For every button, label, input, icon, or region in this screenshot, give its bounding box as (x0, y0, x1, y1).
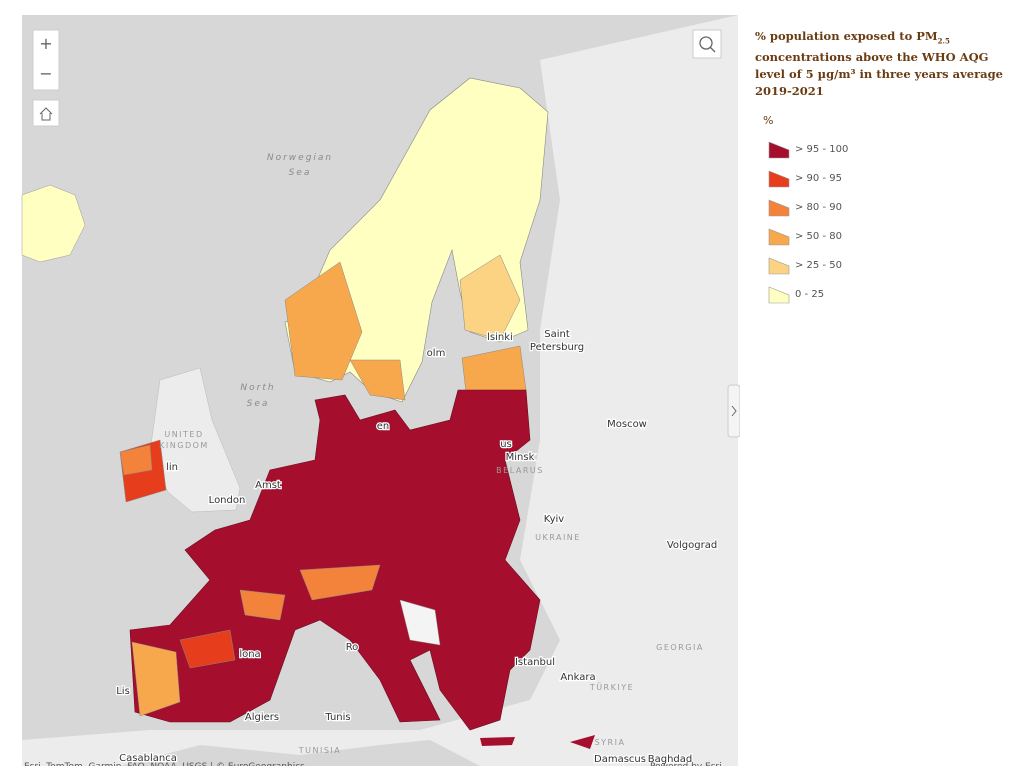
map-label: Petersburg (530, 342, 584, 353)
crete (480, 737, 515, 746)
map-label: Kyiv (544, 514, 565, 525)
legend-unit: % (763, 114, 774, 128)
map-label: TÜRKIYE (589, 682, 634, 692)
map-label: Ankara (560, 672, 595, 683)
attribution: Esri, TomTom, Garmin, FAO, NOAA, USGS | … (24, 762, 305, 766)
ireland (119, 444, 153, 476)
region-orange (349, 359, 406, 401)
powered-by: Powered by Esri (650, 762, 722, 766)
balkans-nodata (399, 599, 441, 646)
search-button[interactable] (692, 29, 722, 59)
search-icon (709, 46, 716, 53)
map-label: GEORGIA (656, 643, 704, 652)
legend-title: % population exposed to PM2.5 concentrat… (755, 28, 1020, 100)
map-label: Ro (346, 642, 359, 653)
map-label: Baghdad (648, 754, 693, 765)
collapse-button[interactable] (727, 384, 740, 438)
legend: % population exposed to PM2.5 concentrat… (755, 28, 1020, 309)
map-label: UKRAINE (535, 533, 581, 542)
legend-label: > 90 - 95 (795, 173, 842, 185)
legend-label: > 25 - 50 (795, 260, 842, 272)
map-label: Casablanca (119, 753, 177, 764)
map-label: Sea (289, 168, 312, 178)
map-label: Sea (247, 399, 270, 409)
legend-swatch (768, 199, 790, 217)
map-label: Algiers (245, 712, 279, 723)
map-label: Lis (116, 686, 130, 697)
legend-swatch-shape (768, 257, 790, 275)
map-label: TUNISIA (298, 746, 342, 755)
map-label: Minsk (506, 452, 535, 463)
map: + − Norwegian Sea North Sea UNITED KINGDOM Lon… (21, 15, 740, 766)
land (22, 15, 738, 766)
map-label: Norwegian (267, 153, 333, 163)
map-label: Damascus (594, 754, 646, 765)
map-label: us (500, 439, 512, 450)
legend-label: 0 - 25 (795, 289, 825, 301)
map-label: Amst (255, 480, 281, 491)
legend-swatch-shape (768, 228, 790, 246)
zoom-box (32, 29, 60, 91)
zoom-in[interactable]: + (39, 34, 52, 53)
cyprus (570, 735, 595, 749)
zoom-out[interactable]: − (39, 64, 52, 83)
legend-label: > 50 - 80 (795, 231, 842, 243)
legend-title-text: concentrations above the WHO AQG level o… (755, 50, 1003, 99)
legend-label: > 80 - 90 (795, 202, 842, 214)
legend-swatch-shape (768, 170, 790, 188)
region-orange (131, 641, 181, 717)
legend-swatch-shape (768, 199, 790, 217)
legend-item: > 80 - 90 (767, 193, 1020, 222)
legend-item: 0 - 25 (767, 280, 1020, 309)
map-label: London (209, 495, 246, 506)
legend-title-sub: 2.5 (937, 36, 950, 46)
region-orange (459, 254, 521, 341)
region-orange (239, 589, 286, 621)
home-icon (39, 107, 53, 121)
region-orange (299, 564, 381, 601)
map-label: lona (239, 649, 260, 660)
region-orange (284, 261, 363, 381)
legend-title-text: % population exposed to PM (755, 29, 938, 43)
legend-item: > 25 - 50 (767, 251, 1020, 280)
home-button[interactable] (32, 99, 60, 127)
legend-swatch (768, 170, 790, 188)
land (560, 150, 660, 260)
map-label: North (240, 383, 275, 393)
legend-swatch (768, 286, 790, 304)
map-label: Istanbul (515, 657, 555, 668)
map-label: Volgograd (667, 540, 717, 551)
legend-swatch (768, 141, 790, 159)
map-label: KINGDOM (159, 441, 209, 450)
legend-swatch-shape (768, 141, 790, 159)
map-label: olm (427, 348, 446, 359)
map-label: lsinki (487, 332, 513, 343)
map-label: SYRIA (595, 738, 626, 747)
map-label: en (377, 421, 390, 432)
collapse-icon (731, 405, 737, 417)
zoom-control: + − (32, 29, 60, 91)
legend-swatch (768, 228, 790, 246)
map-label: lin (166, 462, 178, 473)
legend-item: > 95 - 100 (767, 135, 1020, 164)
map-label: Moscow (607, 419, 647, 430)
map-label: BELARUS (496, 466, 544, 475)
iceland (21, 184, 86, 263)
legend-swatch-shape (768, 286, 790, 304)
search-icon (699, 36, 713, 50)
map-label: UNITED (164, 430, 203, 439)
map-label: Saint (544, 329, 570, 340)
legend-item: > 50 - 80 (767, 222, 1020, 251)
legend-swatch (768, 257, 790, 275)
legend-items: > 95 - 100 > 90 - 95 > 80 - 90 > 50 - 80 > 2… (755, 135, 1020, 309)
legend-item: > 90 - 95 (767, 164, 1020, 193)
region-orange (179, 629, 236, 669)
legend-label: > 95 - 100 (795, 144, 849, 156)
map-label: Tunis (324, 712, 350, 723)
